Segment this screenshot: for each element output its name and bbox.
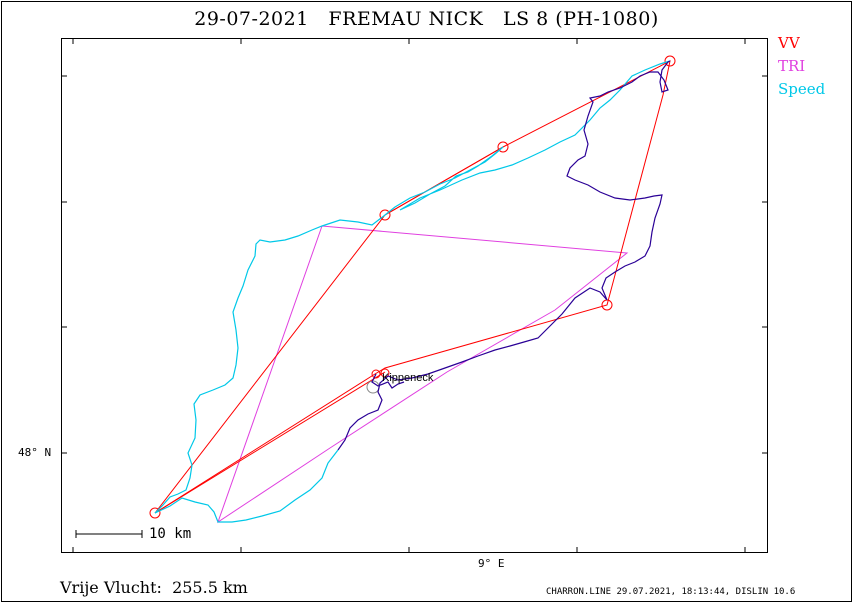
free-flight-summary: Vrije Vlucht: 255.5 km (60, 578, 248, 597)
footer-info: CHARRON.LINE 29.07.2021, 18:13:44, DISLI… (546, 587, 796, 597)
legend-tri: TRI (778, 57, 805, 75)
speed-track (154, 449, 339, 523)
legend-label: Speed (778, 80, 826, 98)
legend-speed: Speed (778, 80, 825, 98)
turnpoint-marker (380, 368, 390, 378)
scale-bar (75, 530, 143, 538)
flight-track (337, 60, 671, 451)
turnpoint-marker (149, 507, 161, 519)
waypoint-label: Kippeneck (382, 372, 434, 384)
vv-route-leg (154, 371, 386, 514)
legend-label: VV (778, 34, 800, 52)
turnpoint-marker (379, 209, 391, 221)
vv-route (154, 60, 671, 514)
vv-route-leg (389, 146, 504, 213)
turnpoint-marker (497, 141, 509, 153)
turnpoint-marker (371, 369, 381, 379)
flight-track (371, 373, 405, 389)
speed-track (154, 60, 671, 514)
map-area (61, 38, 768, 553)
legend-label: TRI (778, 57, 806, 75)
scale-label: 10 km (149, 526, 192, 542)
longitude-label: 9° E (478, 557, 505, 570)
axis-ticks (61, 38, 768, 553)
latitude-label: 48° N (18, 446, 52, 459)
turnpoint-marker (664, 55, 676, 67)
legend-vv: VV (778, 34, 800, 52)
flight-title: 29-07-2021 FREMAU NICK LS 8 (PH-1080) (194, 8, 659, 30)
